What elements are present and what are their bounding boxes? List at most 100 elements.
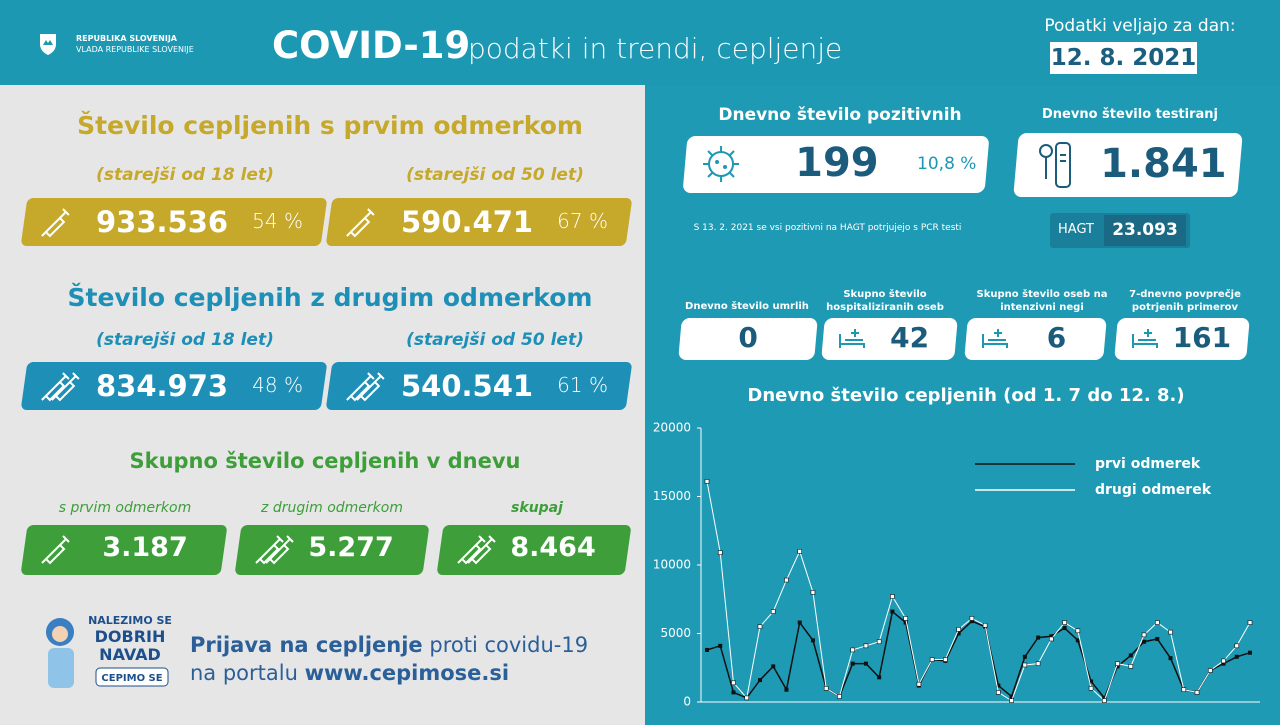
syringe-icon <box>255 535 294 565</box>
promo-text: na portalu <box>190 661 298 685</box>
point <box>704 479 710 484</box>
dose-value: 540.541 <box>401 369 534 403</box>
chart: Dnevno število cepljenih (od 1. 7 do 12.… <box>653 385 1260 709</box>
stat-label: Dnevno število umrlih <box>685 301 809 312</box>
point <box>903 616 908 621</box>
point <box>1115 664 1120 669</box>
point <box>916 681 922 687</box>
section-title: Skupno število cepljenih v dnevu <box>129 449 521 473</box>
point <box>1234 654 1239 659</box>
point <box>1221 658 1226 664</box>
stat-title: Dnevno število testiranj <box>1042 107 1218 122</box>
header: REPUBLIKA SLOVENIJA VLADA REPUBLIKE SLOV… <box>0 0 1280 85</box>
point <box>784 577 789 583</box>
date-label: Podatki veljajo za dan: <box>1044 16 1236 36</box>
point <box>969 616 975 621</box>
virus-icon <box>703 146 740 182</box>
stat-icon <box>982 329 1008 348</box>
coat-of-arms <box>40 34 56 55</box>
daily-label: s prvim odmerkom <box>58 500 192 516</box>
stat-label: Skupno število hospitaliziranih oseb <box>826 289 944 313</box>
point <box>890 609 895 614</box>
point <box>877 675 882 680</box>
point <box>1221 661 1226 666</box>
point <box>1088 685 1094 691</box>
point <box>1142 639 1147 644</box>
point <box>1247 620 1253 625</box>
point <box>1141 632 1147 638</box>
daily-value: 8.464 <box>510 532 596 563</box>
point <box>969 619 974 624</box>
stat-card: 42 <box>821 318 958 360</box>
stat-card: 199 10,8 % <box>682 136 990 193</box>
dose-card: 590.471 67 % <box>325 198 633 246</box>
point <box>1009 694 1014 699</box>
series-line <box>706 610 1251 700</box>
daily-value: 3.187 <box>102 532 188 563</box>
legend-label: drugi odmerek <box>1095 482 1212 498</box>
point <box>850 661 855 666</box>
stat-icon <box>1132 329 1158 348</box>
stat-value: 42 <box>890 321 930 354</box>
stat-value: 199 <box>795 140 879 186</box>
stat-title: Dnevno število pozitivnih <box>718 105 962 125</box>
point <box>1168 656 1173 661</box>
note: S 13. 2. 2021 se vsi pozitivni na HAGT p… <box>693 223 962 233</box>
point <box>717 550 723 555</box>
stat-label: Skupno število oseb na intenzivni negi <box>976 289 1108 313</box>
point <box>863 643 869 649</box>
dose-card: 933.536 54 % <box>20 198 328 246</box>
point <box>1022 654 1027 659</box>
point <box>770 609 776 614</box>
stat-value: 6 <box>1046 321 1067 354</box>
syringe-icon <box>457 535 496 565</box>
hagt-label: HAGT <box>1058 222 1094 237</box>
point <box>771 664 776 669</box>
dose-percent: 61 % <box>557 373 608 397</box>
stat-percent: 10,8 % <box>917 154 977 174</box>
point <box>943 657 948 662</box>
point <box>837 694 842 699</box>
point <box>929 657 935 662</box>
point <box>744 695 750 701</box>
hagt-value: 23.093 <box>1104 215 1186 246</box>
title: COVID-19 <box>272 24 471 67</box>
point <box>810 590 816 595</box>
daily-card: 3.187 <box>20 525 228 575</box>
syringe-icon <box>346 208 375 238</box>
group-label: (starejši od 18 let) <box>96 330 274 350</box>
daily-label: z drugim odmerkom <box>261 500 403 516</box>
point <box>876 639 882 645</box>
point <box>1128 664 1134 669</box>
point <box>1102 695 1107 700</box>
hagt-box: HAGT 23.093 <box>1050 213 1190 248</box>
group-label: (starejši od 50 let) <box>406 330 584 350</box>
test-icon <box>1039 142 1071 188</box>
point <box>1128 653 1133 658</box>
point <box>1062 620 1067 625</box>
point <box>757 624 763 629</box>
badge-text: DOBRIH <box>95 627 166 646</box>
series-line <box>706 481 1251 702</box>
point <box>956 631 961 636</box>
stat-value: 1.841 <box>1100 141 1227 187</box>
point <box>757 678 762 683</box>
dose-card: 540.541 61 % <box>325 362 633 410</box>
org-line: REPUBLIKA SLOVENIJA <box>76 34 177 43</box>
point <box>823 685 829 691</box>
point <box>1049 636 1054 642</box>
stat-card: 1.841 <box>1013 133 1243 197</box>
daily-value: 5.277 <box>308 532 394 563</box>
point <box>1102 698 1107 703</box>
org-line: VLADA REPUBLIKE SLOVENIJE <box>76 45 194 54</box>
dose-card: 834.973 48 % <box>20 362 328 410</box>
point <box>1089 679 1094 684</box>
point <box>705 647 709 652</box>
promo-link[interactable]: www.cepimose.si <box>304 661 510 685</box>
point <box>1075 628 1081 634</box>
point <box>1049 634 1054 639</box>
group-label: (starejši od 18 let) <box>96 165 274 185</box>
daily-label: skupaj <box>511 500 563 516</box>
stat-value: 0 <box>738 321 758 354</box>
